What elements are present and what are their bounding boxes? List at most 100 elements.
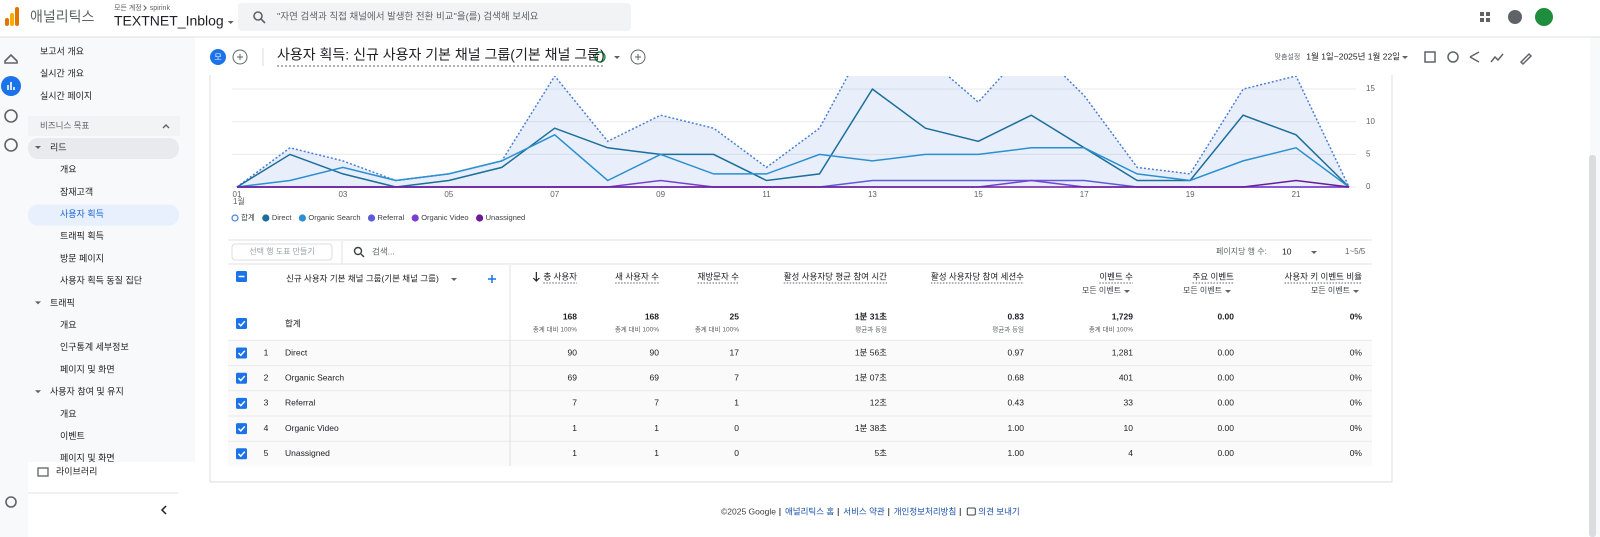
date-range[interactable]: 1월 1일~2025년 1월 22일 bbox=[1306, 51, 1400, 61]
collapse-chevron[interactable] bbox=[162, 124, 170, 129]
legend-label[interactable]: Unassigned bbox=[486, 213, 526, 222]
nav-item[interactable]: 사용자 획득 동질 집단 bbox=[60, 275, 142, 286]
settings-icon[interactable] bbox=[5, 496, 17, 508]
property-dropdown[interactable] bbox=[227, 21, 234, 24]
column-header[interactable]: 사용자 키 이벤트 비율 bbox=[1285, 271, 1363, 281]
footer-link[interactable]: 의견 보내기 bbox=[978, 506, 1019, 516]
nav-item[interactable]: 실시간 페이지 bbox=[40, 91, 92, 101]
checkbox[interactable] bbox=[236, 423, 247, 435]
nav-item[interactable]: 보고서 개요 bbox=[40, 46, 84, 56]
row-name[interactable]: Referral bbox=[285, 398, 315, 408]
legend-label[interactable]: Direct bbox=[272, 213, 293, 222]
checkbox[interactable] bbox=[236, 347, 247, 359]
nav-item[interactable]: 라이브러리 bbox=[56, 466, 97, 476]
share-icon[interactable] bbox=[1469, 51, 1480, 63]
dimension-header[interactable]: 신규 사용자 기본 채널 그룹(기본 채널 그룹) bbox=[286, 273, 439, 283]
nav-item[interactable]: 페이지 및 화면 bbox=[60, 452, 115, 463]
nav-item[interactable]: 개요 bbox=[60, 320, 77, 330]
legend-label[interactable]: Organic Video bbox=[421, 213, 468, 222]
nav-item[interactable]: 방문 페이지 bbox=[60, 253, 104, 263]
ads-icon[interactable] bbox=[4, 138, 18, 152]
search-box[interactable] bbox=[238, 3, 631, 31]
insights-icon[interactable] bbox=[1447, 51, 1459, 63]
row-value: 1 bbox=[572, 423, 577, 433]
account-avatar[interactable] bbox=[1535, 8, 1553, 26]
row-name[interactable]: Organic Search bbox=[285, 372, 344, 382]
dimension-dropdown[interactable] bbox=[451, 278, 457, 281]
legend-label[interactable]: Referral bbox=[378, 213, 405, 222]
footer-link[interactable]: 애널리틱스 홈 bbox=[785, 506, 834, 516]
nav-group[interactable]: 리드 bbox=[50, 142, 67, 152]
totals-value: 0.83 bbox=[1007, 311, 1024, 321]
totals-note: 총계 대비 100% bbox=[615, 325, 659, 334]
row-value: 0 bbox=[734, 448, 739, 458]
nav-item[interactable]: 페이지 및 화면 bbox=[60, 363, 115, 374]
nav-item[interactable]: 실시간 개요 bbox=[40, 69, 84, 79]
report-title[interactable]: 사용자 획득: 신규 사용자 기본 채널 그룹(기본 채널 그룹) bbox=[277, 47, 605, 63]
nav-item[interactable]: 인구통계 세부정보 bbox=[60, 341, 129, 352]
nav-item[interactable]: 개요 bbox=[60, 165, 77, 175]
nav-item[interactable]: 개요 bbox=[60, 409, 77, 419]
collapse-sidebar[interactable] bbox=[160, 505, 167, 515]
add-dimension[interactable] bbox=[488, 275, 496, 283]
column-header[interactable]: 새 사용자 수 bbox=[615, 271, 659, 281]
expand-arrow[interactable] bbox=[35, 390, 41, 394]
checkbox[interactable] bbox=[236, 318, 247, 329]
nav-section[interactable]: 비즈니스 목표 bbox=[40, 120, 89, 130]
column-header[interactable]: 이벤트 수 bbox=[1099, 271, 1133, 281]
column-sub[interactable]: 모든 이벤트 bbox=[1311, 285, 1350, 295]
rows-select[interactable]: 10 bbox=[1282, 246, 1292, 256]
expand-arrow[interactable] bbox=[35, 301, 41, 305]
footer-link[interactable]: 서비스 약관 bbox=[843, 506, 885, 516]
checkbox[interactable] bbox=[236, 372, 247, 384]
breadcrumb[interactable]: spirink bbox=[150, 5, 171, 12]
rows-dropdown[interactable] bbox=[1311, 251, 1317, 254]
breadcrumb[interactable]: 모든 계정 bbox=[114, 3, 142, 12]
toolbar-icons bbox=[1424, 51, 1533, 66]
nav-group[interactable]: 사용자 참여 및 유지 bbox=[50, 386, 124, 397]
x-tick-label: 17 bbox=[1080, 190, 1089, 199]
legend-label[interactable]: Organic Search bbox=[308, 213, 360, 222]
create-chart-button[interactable] bbox=[231, 243, 333, 261]
sub-dropdown[interactable] bbox=[1225, 290, 1231, 293]
row-value: 1분 38초 bbox=[855, 423, 887, 433]
explore-icon[interactable] bbox=[4, 109, 18, 123]
edit-icon[interactable] bbox=[1519, 52, 1533, 66]
nav-item[interactable]: 트래픽 획득 bbox=[60, 230, 104, 241]
help-icon[interactable] bbox=[1508, 10, 1522, 24]
column-header[interactable]: 활성 사용자당 평균 참여 시간 bbox=[784, 271, 887, 281]
column-sub[interactable]: 모든 이벤트 bbox=[1183, 285, 1222, 295]
home-icon[interactable] bbox=[4, 53, 18, 64]
nav-item[interactable]: 잠재고객 bbox=[60, 187, 93, 197]
column-header[interactable]: 활성 사용자당 참여 세션수 bbox=[931, 271, 1024, 281]
add-comparison[interactable] bbox=[232, 49, 248, 65]
checkbox[interactable] bbox=[236, 448, 247, 460]
row-name[interactable]: Direct bbox=[285, 347, 308, 357]
legend-label[interactable]: 합계 bbox=[241, 212, 255, 222]
column-header[interactable]: 주요 이벤트 bbox=[1193, 271, 1235, 281]
title-dropdown[interactable] bbox=[614, 56, 620, 59]
row-name[interactable]: Organic Video bbox=[285, 423, 339, 433]
nav-item[interactable]: 사용자 획득 bbox=[60, 208, 104, 219]
apps-icon[interactable] bbox=[1480, 12, 1490, 22]
scrollbar[interactable] bbox=[1589, 155, 1596, 537]
row-name[interactable]: Unassigned bbox=[285, 448, 330, 458]
date-dropdown[interactable] bbox=[1402, 56, 1408, 59]
footer-link[interactable]: 개인정보처리방침 bbox=[894, 506, 957, 516]
trend-icon[interactable] bbox=[1490, 53, 1504, 63]
add-card[interactable] bbox=[630, 49, 646, 65]
nav-group[interactable]: 트래픽 bbox=[50, 298, 75, 308]
sub-dropdown[interactable] bbox=[1124, 290, 1130, 293]
property-name[interactable]: TEXTNET_Inblog bbox=[114, 13, 224, 29]
sub-dropdown[interactable] bbox=[1353, 290, 1359, 293]
column-sub[interactable]: 모든 이벤트 bbox=[1082, 285, 1121, 295]
x-sublabel: 1월 bbox=[233, 196, 245, 206]
column-header[interactable]: 총 사용자 bbox=[543, 271, 577, 281]
expand-arrow[interactable] bbox=[35, 146, 41, 149]
column-header[interactable]: 재방문자 수 bbox=[698, 271, 740, 281]
compare-icon[interactable] bbox=[1424, 51, 1436, 63]
checkbox[interactable] bbox=[236, 397, 247, 409]
table-search[interactable]: 검색... bbox=[372, 246, 395, 256]
nav-item[interactable]: 이벤트 bbox=[60, 431, 85, 441]
totals-note: 총계 대비 100% bbox=[1089, 325, 1133, 334]
